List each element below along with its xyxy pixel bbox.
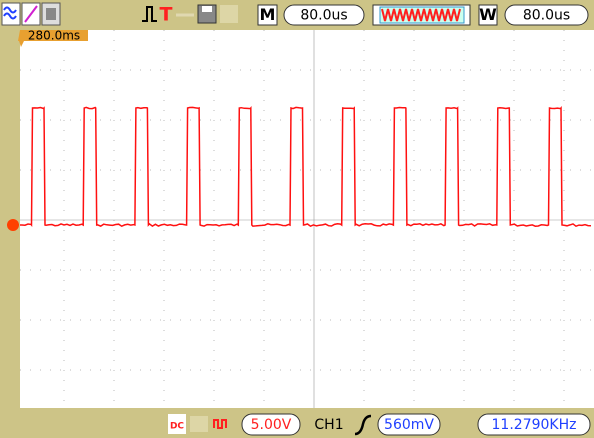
level-oval — [377, 413, 441, 436]
window-oval — [504, 4, 589, 26]
trigger-label: T — [160, 4, 173, 26]
invert-icon — [213, 419, 227, 429]
frequency: 11.2790KHz — [492, 417, 577, 433]
main-box — [257, 4, 278, 26]
line-glyph — [24, 5, 38, 23]
window-label: W — [479, 5, 497, 24]
grid — [20, 30, 594, 408]
main-timebase: 80.0us — [300, 8, 347, 24]
statusbar: DC 5.00V CH1 560mV 11.2790KHz — [168, 413, 591, 436]
frequency-oval — [477, 413, 591, 436]
wave-glyph — [3, 6, 17, 20]
main-label: M — [260, 5, 276, 24]
display — [20, 30, 594, 408]
volts-oval — [241, 413, 301, 436]
save-glyph — [202, 6, 212, 12]
trigger-marker — [18, 30, 88, 47]
channel-marker — [7, 219, 19, 231]
window-timebase: 80.0us — [523, 8, 570, 24]
edge-icon — [354, 414, 372, 436]
trigger-source: CH1 — [314, 417, 343, 433]
waveform — [20, 105, 592, 228]
toolbar: T M 80.0us W 80.0us — [1, 2, 589, 26]
bw-icon — [190, 416, 208, 432]
pulse-icon — [142, 6, 157, 22]
trigger-position: 280.0ms — [28, 29, 80, 43]
window-box — [478, 4, 498, 26]
trigger-level: 560mV — [384, 417, 434, 433]
coupling: DC — [170, 422, 184, 432]
volts-div: 5.00V — [251, 417, 292, 433]
coupling-icon — [168, 414, 186, 434]
disabled-icon — [220, 5, 238, 23]
window-wave — [381, 8, 461, 22]
main-oval — [283, 4, 365, 26]
gray-glyph — [46, 8, 56, 20]
